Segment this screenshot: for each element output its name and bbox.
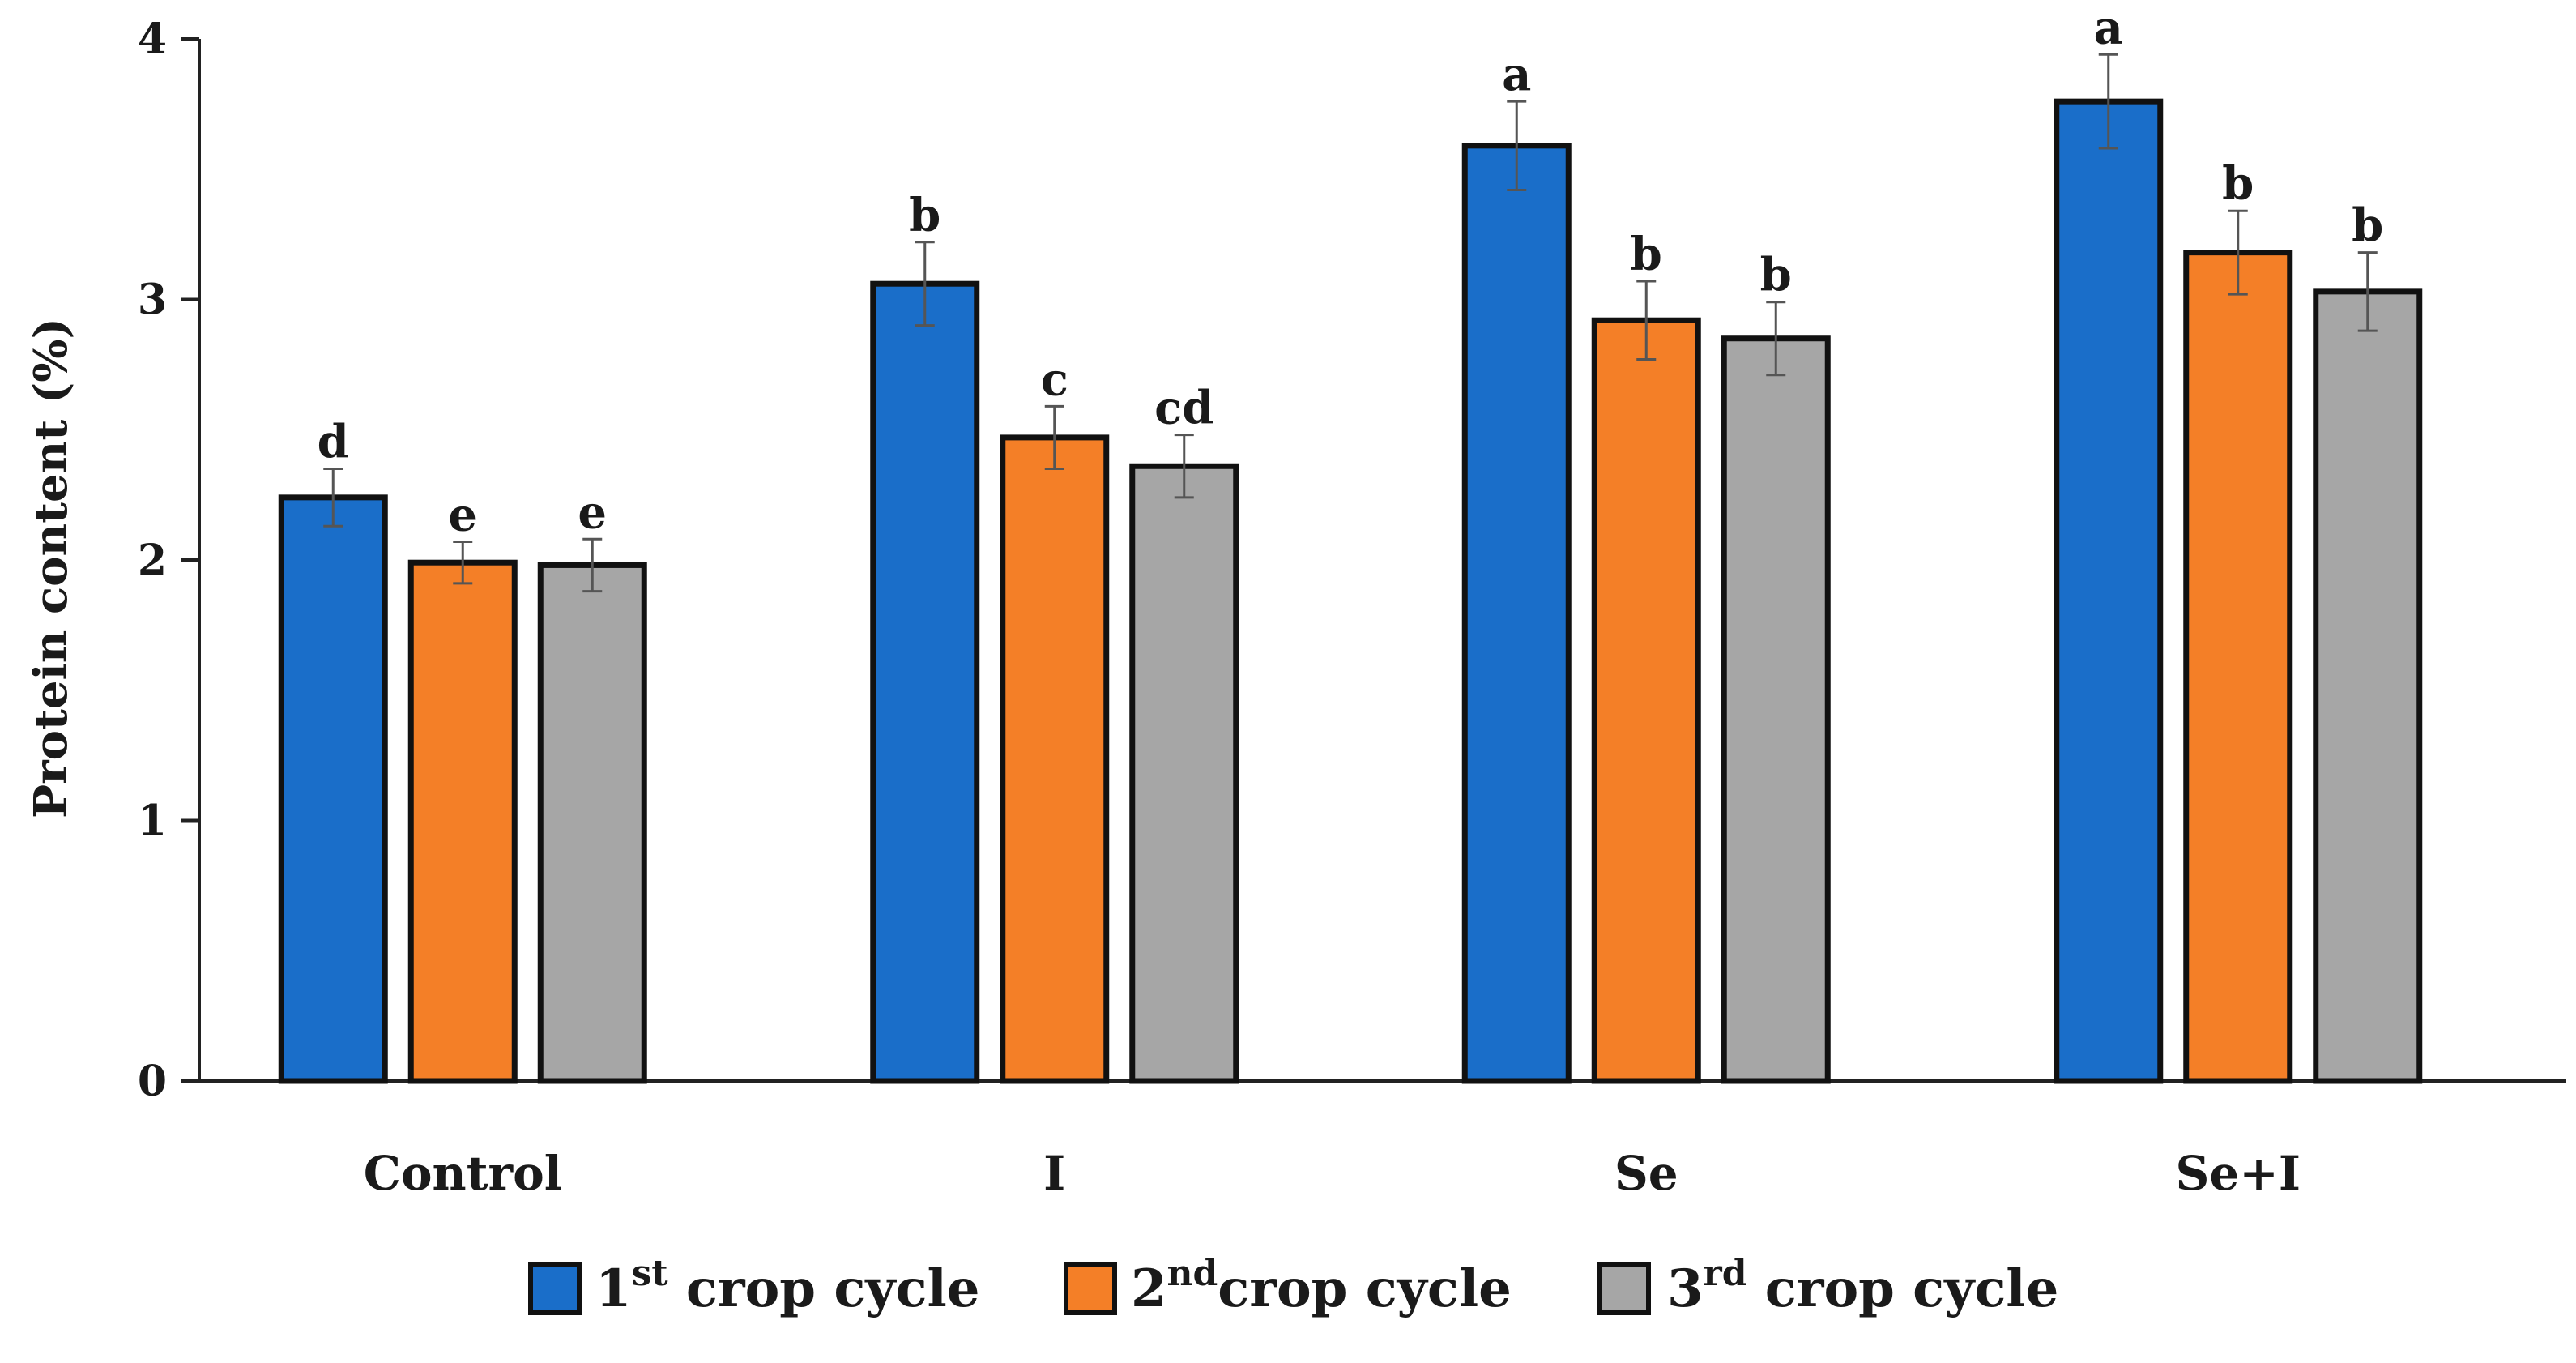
legend-label: 2ndcrop cycle bbox=[1131, 1253, 1512, 1319]
x-category-label: Se+I bbox=[2175, 1146, 2301, 1201]
y-tick-label: 0 bbox=[138, 1057, 167, 1106]
legend: 1st crop cycle 2ndcrop cycle 3rd crop cycl… bbox=[528, 1253, 2058, 1319]
bar bbox=[1721, 335, 1831, 1084]
y-tick-label: 1 bbox=[138, 797, 167, 846]
significance-letter: d bbox=[318, 415, 349, 468]
bar bbox=[1000, 434, 1110, 1084]
legend-swatch bbox=[1064, 1262, 1117, 1315]
bar bbox=[1129, 463, 1239, 1084]
bar bbox=[278, 494, 388, 1084]
significance-letter: b bbox=[1631, 228, 1662, 281]
bar bbox=[407, 559, 518, 1084]
significance-letter: b bbox=[2222, 157, 2254, 211]
bar bbox=[870, 280, 980, 1084]
significance-letter: a bbox=[1502, 48, 1531, 101]
legend-label: 3rd crop cycle bbox=[1667, 1253, 2058, 1319]
significance-letter: b bbox=[1760, 249, 1792, 302]
bar bbox=[1461, 143, 1572, 1084]
significance-letter: cd bbox=[1154, 382, 1213, 435]
y-tick-label: 3 bbox=[138, 276, 167, 325]
significance-letter: e bbox=[578, 485, 607, 539]
legend-swatch bbox=[1597, 1262, 1651, 1315]
labels-group: d e e Control b c cd Ia b b Se a b b Se+I bbox=[318, 1, 2384, 1201]
bar bbox=[1591, 317, 1701, 1084]
y-tick-label: 4 bbox=[138, 15, 167, 64]
bar bbox=[2054, 98, 2164, 1084]
legend-swatch bbox=[528, 1262, 582, 1315]
y-tick-label: 2 bbox=[138, 536, 167, 585]
bar bbox=[2313, 288, 2423, 1084]
bar bbox=[2183, 250, 2293, 1084]
significance-letter: c bbox=[1041, 352, 1068, 406]
legend-label: 1st crop cycle bbox=[595, 1253, 979, 1319]
y-axis-title: Protein content (%) bbox=[24, 318, 78, 818]
x-category-label: Control bbox=[364, 1146, 562, 1201]
bars-group bbox=[278, 53, 2423, 1084]
significance-letter: e bbox=[448, 488, 477, 541]
significance-letter: a bbox=[2094, 1, 2123, 54]
x-category-label: I bbox=[1043, 1146, 1065, 1201]
significance-letter: b bbox=[2352, 199, 2383, 253]
bar bbox=[537, 562, 647, 1084]
x-category-label: Se bbox=[1614, 1146, 1678, 1201]
significance-letter: b bbox=[909, 189, 940, 242]
